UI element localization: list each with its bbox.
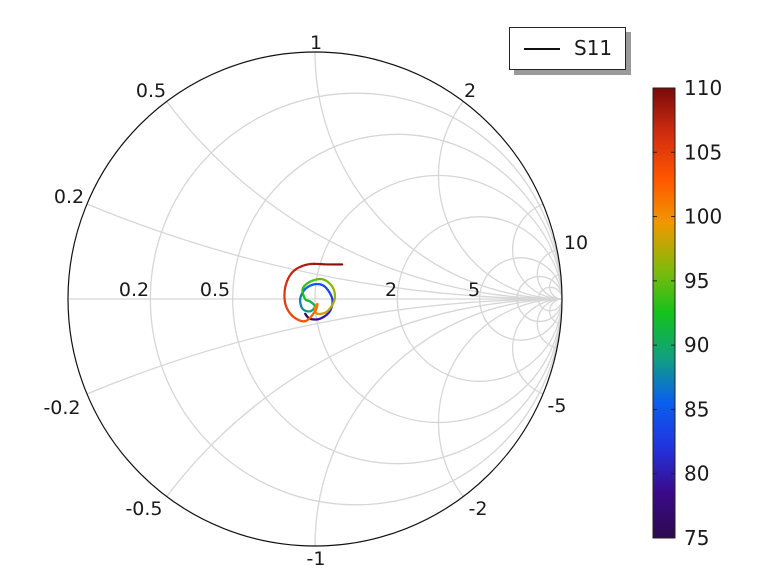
smith-tick-label: -0.5 — [125, 498, 162, 520]
smith-tick-label: -5 — [548, 395, 567, 417]
colorbar-tick-label: 90 — [684, 333, 709, 357]
reactance-arc — [437, 52, 562, 300]
unit-circle — [67, 51, 563, 547]
smith-tick-label: 2 — [385, 279, 397, 301]
colorbar: 110 105 100 95 90 85 80 75 — [652, 76, 722, 550]
smith-tick-label: 0.5 — [136, 80, 166, 102]
colorbar-bar — [652, 87, 676, 539]
colorbar-tick-label: 85 — [684, 397, 709, 421]
legend-label: S11 — [574, 36, 613, 60]
smith-tick-label: 1 — [310, 32, 322, 54]
colorbar-tick-label: 110 — [684, 76, 722, 100]
colorbar-tick-label: 75 — [684, 526, 709, 550]
smith-labels: 1 0.5 2 0.2 10 -0.2 -5 -0.5 -2 -1 0.2 0.5 2 5 — [43, 32, 588, 570]
reactance-arc — [549, 273, 562, 300]
smith-tick-label: 2 — [464, 80, 476, 102]
smith-tick-label: 0.2 — [119, 279, 149, 301]
legend: S11 — [509, 27, 626, 70]
reactance-arc — [549, 298, 562, 325]
colorbar-tick-label: 105 — [684, 140, 722, 164]
smith-tick-label: 0.2 — [54, 186, 84, 208]
legend-line-swatch — [524, 48, 560, 50]
colorbar-tick-label: 80 — [684, 462, 709, 486]
s11-trace — [283, 262, 344, 323]
colorbar-tick-label: 100 — [684, 205, 722, 229]
smith-tick-label: 0.5 — [200, 279, 230, 301]
smith-tick-label: 10 — [564, 232, 588, 254]
colorbar-tick-label: 95 — [684, 269, 709, 293]
reactance-arc — [437, 298, 562, 546]
smith-tick-label: -1 — [307, 548, 326, 570]
smith-tick-label: -2 — [469, 498, 488, 520]
smith-tick-label: 5 — [468, 279, 480, 301]
smith-tick-label: -0.2 — [43, 397, 80, 419]
